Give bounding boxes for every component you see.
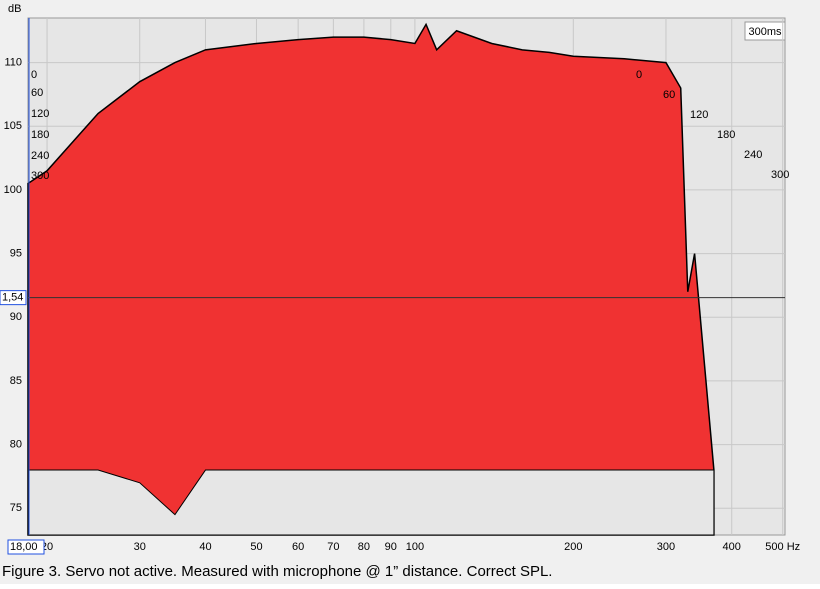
- x-tick-label: 50: [250, 541, 262, 553]
- x-tick-label: 60: [292, 541, 304, 553]
- time-box: [744, 21, 786, 41]
- slice-label: 180: [717, 129, 735, 141]
- slice-label: 60: [31, 87, 43, 99]
- slice-label: 300: [31, 170, 49, 182]
- x-tick-label: 30: [134, 541, 146, 553]
- y-tick-label: 80: [10, 438, 22, 450]
- cursor-box: [0, 290, 27, 306]
- slice-label: 0: [636, 69, 642, 81]
- x-tick-label: 70: [327, 541, 339, 553]
- caption: Figure 3. Servo not active. Measured wit…: [2, 563, 552, 580]
- x-tick-label: 500 Hz: [765, 541, 800, 553]
- x-tick-label: 200: [564, 541, 582, 553]
- slice-label: 180: [31, 129, 49, 141]
- y-tick-label: 110: [4, 56, 22, 68]
- slice-label: 0: [31, 69, 37, 81]
- cursor-x-label: 18,00: [10, 541, 38, 553]
- slice-label: 120: [690, 109, 708, 121]
- y-tick-label: 90: [10, 311, 22, 323]
- slice-label: 300: [771, 169, 789, 181]
- slice-label: 60: [663, 89, 675, 101]
- x-tick-label: 40: [199, 541, 211, 553]
- cursor-box: [7, 539, 45, 555]
- slice-label: 120: [31, 108, 49, 120]
- x-tick-label: 80: [358, 541, 370, 553]
- x-tick-label: 90: [385, 541, 397, 553]
- slice-label: 240: [744, 149, 762, 161]
- y-tick-label: 105: [4, 120, 22, 132]
- x-tick-label: 100: [406, 541, 424, 553]
- y-tick-label: 75: [10, 502, 22, 514]
- x-tick-label: 400: [723, 541, 741, 553]
- x-tick-label: 300: [657, 541, 675, 553]
- slice-label: 240: [31, 150, 49, 162]
- cursor-y-label: 1,54: [2, 292, 23, 304]
- y-axis-label: dB: [8, 3, 21, 15]
- floor-slice: [27, 469, 715, 536]
- y-tick-label: 85: [10, 375, 22, 387]
- y-tick-label: 100: [4, 184, 22, 196]
- surface: [27, 22, 715, 536]
- y-tick-label: 95: [10, 247, 22, 259]
- time-label: 300ms: [748, 26, 782, 38]
